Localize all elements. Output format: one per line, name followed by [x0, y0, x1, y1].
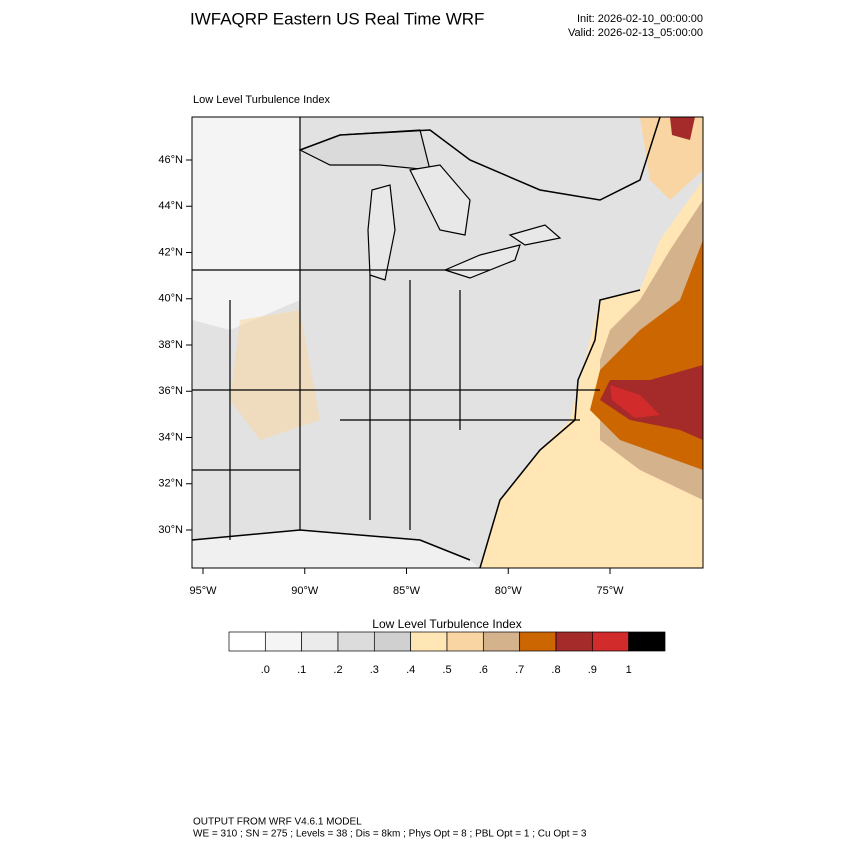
colorbar-box — [519, 631, 557, 652]
footer-line: OUTPUT FROM WRF V4.6.1 MODEL — [193, 817, 362, 828]
colorbar-label: .2 — [333, 664, 342, 676]
valid-time: Valid: 2026-02-13_05:00:00 — [568, 27, 703, 39]
map-frame — [191, 116, 704, 569]
lat-label: 46°N — [158, 154, 183, 166]
lat-label: 38°N — [158, 339, 183, 351]
lake-huron — [409, 164, 471, 236]
lon-label: 80°W — [495, 585, 523, 597]
lat-label: 40°N — [158, 293, 183, 305]
colorbar-box — [555, 631, 593, 652]
colorbar-label: .3 — [370, 664, 379, 676]
colorbar-box — [301, 631, 339, 652]
lat-label: 30°N — [158, 524, 183, 536]
lon-label: 95°W — [189, 585, 217, 597]
title: IWFAQRP Eastern US Real Time WRF — [190, 9, 484, 28]
lat-label: 34°N — [158, 431, 183, 443]
colorbar-label: .4 — [406, 664, 415, 676]
ozark-region — [230, 310, 320, 440]
colorbar-label: .5 — [442, 664, 451, 676]
colorbar-box — [373, 631, 412, 652]
colorbar-box — [628, 631, 666, 652]
panel-label: Low Level Turbulence Index — [193, 94, 330, 106]
coastline — [192, 117, 661, 568]
footer-line: WE = 310 ; SN = 275 ; Levels = 38 ; Dis … — [193, 829, 587, 840]
colorbar-box — [482, 631, 521, 652]
colorbar-box — [410, 631, 448, 652]
lat-label: 44°N — [158, 200, 183, 212]
colorbar-label: .1 — [297, 664, 306, 676]
lon-label: 90°W — [291, 585, 319, 597]
lat-label: 36°N — [158, 385, 183, 397]
colorbar-label: .0 — [261, 664, 270, 676]
colorbar-title: Low Level Turbulence Index — [372, 617, 521, 631]
map — [191, 116, 704, 569]
colorbar-label: .9 — [588, 664, 597, 676]
colorbar-box — [337, 631, 375, 652]
colorbar-box — [228, 631, 266, 652]
west-light — [192, 117, 300, 330]
colorbar-box — [264, 631, 303, 652]
maine-red — [670, 117, 695, 140]
state-borders — [192, 117, 600, 540]
lake-ontario — [508, 224, 562, 246]
colorbar-box — [591, 631, 630, 652]
init-time: Init: 2026-02-10_00:00:00 — [577, 13, 703, 25]
colorbar-label: .8 — [551, 664, 560, 676]
lon-label: 85°W — [393, 585, 421, 597]
ocean-red — [600, 365, 703, 440]
lat-label: 42°N — [158, 246, 183, 258]
ocean-bright-red — [610, 385, 660, 418]
colorbar-label: 1 — [626, 664, 632, 676]
lon-label: 75°W — [596, 585, 624, 597]
colorbar-label: .7 — [515, 664, 524, 676]
colorbar-label: .6 — [479, 664, 488, 676]
colorbar-box — [446, 631, 484, 652]
lake-michigan — [367, 184, 396, 281]
lat-label: 32°N — [158, 478, 183, 490]
